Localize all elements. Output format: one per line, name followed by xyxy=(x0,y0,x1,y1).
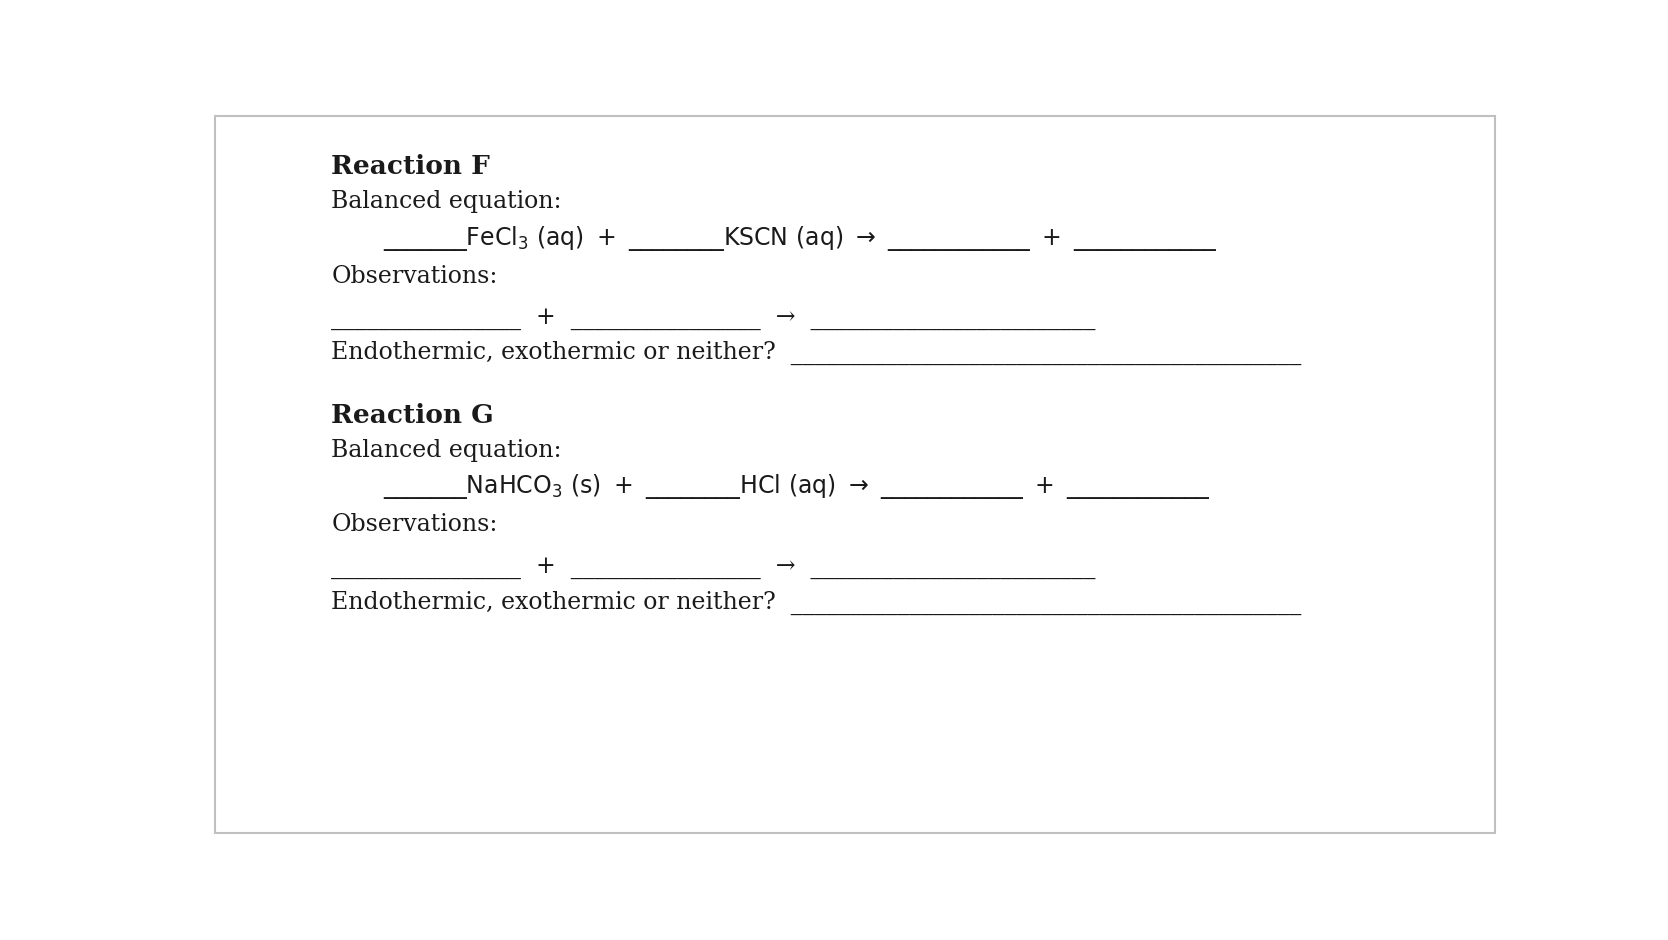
Text: Endothermic, exothermic or neither?  ___________________________________________: Endothermic, exothermic or neither? ____… xyxy=(332,590,1301,615)
Text: Balanced equation:: Balanced equation: xyxy=(332,190,562,213)
Text: Observations:: Observations: xyxy=(332,513,497,536)
FancyBboxPatch shape xyxy=(215,117,1495,833)
Text: ________________  +  ________________  →  ________________________: ________________ + ________________ → __… xyxy=(332,307,1096,330)
Text: ________________  +  ________________  →  ________________________: ________________ + ________________ → __… xyxy=(332,556,1096,579)
Text: $\mathrm{\_\_\_\_\_\_\_FeCl_3\ (aq)\ +\ \_\_\_\_\_\_\_\_KSCN\ (aq)\ \rightarrow\: $\mathrm{\_\_\_\_\_\_\_FeCl_3\ (aq)\ +\ … xyxy=(384,224,1218,253)
Text: Endothermic, exothermic or neither?  ___________________________________________: Endothermic, exothermic or neither? ____… xyxy=(332,341,1301,365)
Text: Reaction G: Reaction G xyxy=(332,402,494,428)
Text: $\mathrm{\_\_\_\_\_\_\_NaHCO_3\ (s)\ +\ \_\_\_\_\_\_\_\_HCl\ (aq)\ \rightarrow\ : $\mathrm{\_\_\_\_\_\_\_NaHCO_3\ (s)\ +\ … xyxy=(384,472,1211,501)
Text: Balanced equation:: Balanced equation: xyxy=(332,439,562,462)
Text: Observations:: Observations: xyxy=(332,265,497,288)
Text: Reaction F: Reaction F xyxy=(332,154,490,180)
